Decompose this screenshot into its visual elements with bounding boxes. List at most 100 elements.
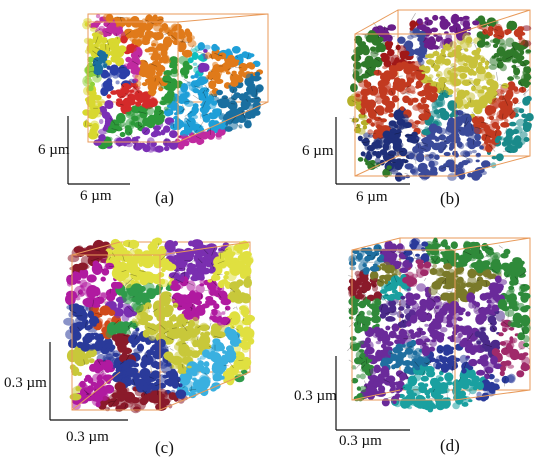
grain-particle <box>476 266 484 274</box>
grain-particle <box>458 390 467 398</box>
grain-particle <box>229 331 241 339</box>
grain-particle <box>191 86 197 93</box>
grain-particle <box>359 108 364 114</box>
grain-boundary <box>236 123 242 129</box>
grain-particle <box>245 119 252 124</box>
grain-particle <box>151 143 156 148</box>
grain-boundary <box>204 289 210 291</box>
grain-particle <box>475 84 482 92</box>
grain-particle <box>361 322 369 332</box>
grain-particle <box>387 24 397 31</box>
grain-particle <box>254 71 261 77</box>
grain-boundary <box>487 322 493 326</box>
grain-particle <box>374 298 382 306</box>
grain-particle <box>192 339 199 348</box>
grain-particle <box>427 406 434 413</box>
grain-particle <box>380 294 387 301</box>
grain-particle <box>517 332 526 341</box>
grain-particle <box>503 321 509 325</box>
grain-particle <box>201 112 207 119</box>
grain-particle <box>385 316 395 322</box>
grain-particle <box>114 382 126 392</box>
grain-boundary <box>510 42 516 51</box>
grain-boundary <box>202 112 211 117</box>
grain-particle <box>353 126 362 134</box>
grain-particle <box>211 43 219 52</box>
grain-particle <box>500 365 506 372</box>
grain-particle <box>523 335 530 343</box>
grain-particle <box>416 152 425 163</box>
grain-boundary <box>358 55 361 60</box>
grain-boundary <box>519 347 523 351</box>
grain-particle <box>118 64 129 75</box>
grain-boundary <box>361 136 371 140</box>
grain-particle <box>144 48 151 53</box>
grain-particle <box>104 406 111 412</box>
grain-particle <box>203 48 208 53</box>
grain-boundary <box>386 159 391 165</box>
grain-boundary <box>93 57 99 62</box>
grain-boundary <box>115 134 123 140</box>
grain-particle <box>104 377 110 382</box>
grain-particle <box>231 314 240 320</box>
grain-particle <box>117 333 128 344</box>
grain-particle <box>181 35 189 43</box>
grain-boundary <box>519 271 527 277</box>
grain-particle <box>408 152 415 160</box>
grain-boundary <box>181 104 186 111</box>
grain-particle <box>471 85 476 92</box>
grain-particle <box>174 119 183 126</box>
grain-boundary <box>208 317 211 322</box>
grain-particle <box>432 263 438 269</box>
grain-particle <box>459 72 468 79</box>
grain-particle <box>379 312 387 319</box>
grain-particle <box>400 338 406 345</box>
grain-particle <box>373 48 379 54</box>
grain-boundary <box>83 359 85 366</box>
grain-particle <box>198 243 203 249</box>
grain-particle <box>428 154 434 159</box>
grain-boundary <box>103 132 108 135</box>
grain-boundary <box>202 100 206 109</box>
grain-boundary <box>404 173 408 175</box>
grain-particle <box>218 356 229 366</box>
grain-particle <box>124 309 131 316</box>
grain-boundary <box>111 128 119 131</box>
grain-particle <box>230 285 237 290</box>
grain-particle <box>411 273 419 279</box>
grain-boundary <box>186 282 195 286</box>
grain-boundary <box>433 307 438 314</box>
grain-boundary <box>390 251 395 254</box>
grain-particle <box>380 365 390 377</box>
grain-particle <box>419 66 426 70</box>
grain-boundary <box>171 338 176 341</box>
grain-boundary <box>134 334 139 340</box>
grain-boundary <box>493 327 496 331</box>
grain-particle <box>133 49 141 56</box>
grain-particle <box>465 356 470 361</box>
grain-particle <box>124 375 136 384</box>
grain-boundary <box>217 260 225 264</box>
grain-particle <box>362 137 370 147</box>
grain-particle <box>509 261 516 266</box>
grain-boundary <box>181 38 184 43</box>
bounding-box-edge <box>351 237 401 251</box>
grain-boundary <box>85 321 87 328</box>
grain-boundary <box>480 327 487 330</box>
grain-particle <box>145 99 153 105</box>
grain-particle <box>88 377 93 382</box>
grain-particle <box>461 384 469 390</box>
grain-particle <box>86 109 92 115</box>
grain-particle <box>89 254 95 260</box>
grain-boundary <box>220 108 223 115</box>
grain-boundary <box>211 247 215 256</box>
grain-boundary <box>411 13 416 21</box>
grain-boundary <box>227 66 234 70</box>
grain-particle <box>478 307 488 315</box>
grain-particle <box>101 82 110 90</box>
grain-particle <box>426 66 431 72</box>
grain-boundary <box>371 52 380 55</box>
grain-particle <box>452 380 460 388</box>
grain-particle <box>366 118 372 124</box>
grain-particle <box>124 239 133 248</box>
